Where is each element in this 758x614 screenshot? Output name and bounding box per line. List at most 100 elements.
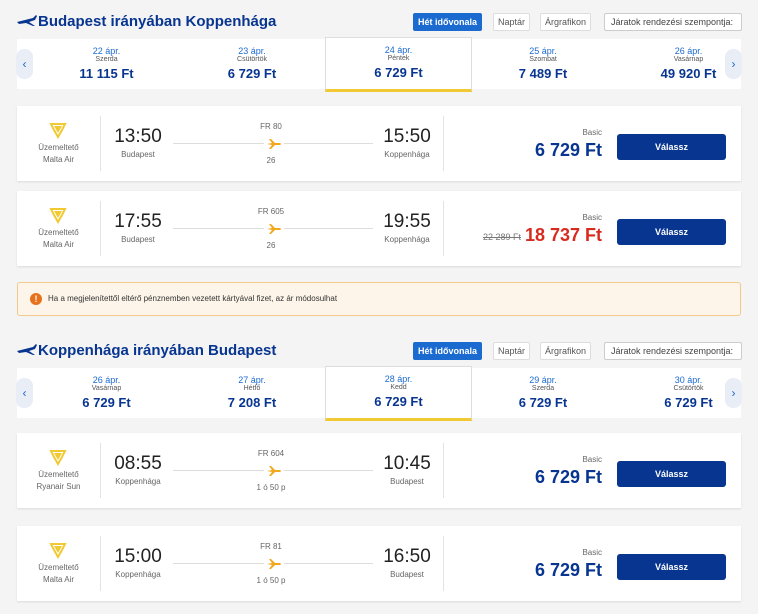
airline-logo	[48, 206, 68, 229]
date-cell[interactable]: 27 ápr. Hétfő 7 208 Ft	[180, 368, 325, 418]
date-date: 26 ápr.	[92, 375, 121, 385]
date-cell[interactable]: 22 ápr. Szerda 11 115 Ft	[34, 39, 179, 89]
date-cell[interactable]: 25 ápr. Szombat 7 489 Ft	[471, 39, 616, 89]
arrival-time: 15:50	[383, 126, 431, 147]
date-date: 27 ápr.	[238, 375, 266, 385]
departure-time: 08:55	[114, 453, 162, 474]
select-button[interactable]: Válassz	[617, 554, 726, 580]
next-arrow[interactable]: ›	[725, 49, 742, 79]
price: 6 729 Ft	[534, 560, 602, 580]
date-cell[interactable]: 24 ápr. Péntek 6 729 Ft	[325, 37, 472, 92]
date-cell[interactable]: 26 ápr. Vasárnap 49 920 Ft	[616, 39, 758, 89]
arrival-city: Budapest	[390, 477, 424, 486]
arrival-city: Budapest	[390, 570, 424, 579]
date-price: 6 729 Ft	[518, 395, 568, 410]
date-price: 6 729 Ft	[374, 394, 423, 409]
date-price: 7 489 Ft	[518, 66, 568, 81]
route-plane	[264, 557, 284, 575]
airline-logo-svg	[49, 208, 67, 225]
operator-name: Ryanair Sun	[36, 482, 81, 491]
operator-name: Malta Air	[42, 240, 75, 249]
route-plane-svg	[267, 139, 281, 149]
view-tab[interactable]: Hét idővonala	[413, 13, 483, 31]
date-price: 6 729 Ft	[374, 65, 423, 80]
date-date: 23 ápr.	[238, 46, 266, 56]
view-tab[interactable]: Árgrafikon	[540, 342, 592, 360]
divider	[100, 116, 101, 171]
route-plane	[264, 464, 284, 482]
price: 6 729 Ft	[534, 467, 602, 487]
next-arrow[interactable]: ›	[725, 378, 742, 408]
date-price: 11 115 Ft	[79, 66, 134, 81]
date-date: 22 ápr.	[92, 46, 121, 56]
airline-logo-svg	[49, 123, 67, 140]
divider	[100, 443, 101, 498]
duration: 26	[266, 241, 276, 250]
operator-name: Malta Air	[42, 155, 75, 164]
section-plane-icon	[15, 12, 39, 35]
date-bar: ‹ › 22 ápr. Szerda 11 115 Ft 23 ápr. Csütörtök…	[16, 37, 742, 92]
select-button[interactable]: Válassz	[617, 461, 726, 487]
view-tab[interactable]: Naptár	[493, 342, 531, 360]
duration: 26	[266, 156, 276, 165]
airline-logo	[48, 448, 68, 471]
view-tab[interactable]: Hét idővonala	[413, 342, 483, 360]
flight-card: Üzemeltető Malta Air 15:00 Koppenhága FR 81 1…	[17, 526, 741, 601]
flight-number: FR 605	[257, 207, 285, 216]
date-cell[interactable]: 26 ápr. Vasárnap 6 729 Ft	[34, 368, 179, 418]
date-date: 24 ápr.	[384, 45, 413, 55]
date-day: Szerda	[95, 56, 118, 63]
select-button[interactable]: Válassz	[617, 134, 726, 160]
flight-number: FR 604	[257, 449, 285, 458]
sort-dropdown[interactable]: Járatok rendezési szempontja:	[604, 13, 742, 31]
arrival-city: Koppenhága	[384, 235, 430, 244]
fare-type: Basic	[582, 548, 602, 557]
date-price: 6 729 Ft	[227, 66, 277, 81]
departure-city: Koppenhága	[115, 477, 161, 486]
route-plane	[264, 137, 284, 155]
date-day: Vasárnap	[673, 56, 704, 63]
duration: 1 ó 50 p	[256, 576, 286, 585]
flight-card: Üzemeltető Malta Air 17:55 Budapest FR 605 26…	[17, 191, 741, 266]
date-day: Kedd	[390, 384, 407, 391]
date-price: 7 208 Ft	[227, 395, 277, 410]
date-cell[interactable]: 29 ápr. Szerda 6 729 Ft	[471, 368, 616, 418]
departure-city: Koppenhága	[115, 570, 161, 579]
date-cell[interactable]: 30 ápr. Csütörtök 6 729 Ft	[616, 368, 758, 418]
flight-number: FR 80	[260, 122, 282, 131]
arrival-time: 19:55	[383, 211, 431, 232]
flight-number: FR 81	[260, 542, 282, 551]
section-title: Koppenhága irányában Budapest	[38, 342, 277, 359]
section-title: Budapest irányában Koppenhága	[38, 13, 277, 30]
section-plane-icon	[15, 341, 39, 364]
price: 18 737 Ft	[524, 225, 602, 245]
flight-card: Üzemeltető Ryanair Sun 08:55 Koppenhága FR 6…	[17, 433, 741, 508]
route-plane-svg	[267, 466, 281, 476]
fare-type: Basic	[582, 455, 602, 464]
currency-notice: ! Ha a megjelenítettől eltérő pénznemben …	[17, 282, 741, 316]
departure-city: Budapest	[121, 150, 155, 159]
select-button[interactable]: Válassz	[617, 219, 726, 245]
date-day: Hétfő	[243, 385, 261, 392]
airline-logo-svg	[49, 543, 67, 560]
old-price: 22 289 Ft	[482, 232, 521, 242]
view-tab[interactable]: Árgrafikon	[540, 13, 592, 31]
prev-arrow[interactable]: ‹	[16, 378, 33, 408]
flight-card: Üzemeltető Malta Air 13:50 Budapest FR 80 26 1…	[17, 106, 741, 181]
date-cell[interactable]: 28 ápr. Kedd 6 729 Ft	[325, 366, 472, 421]
divider	[443, 536, 444, 591]
fare-type: Basic	[582, 213, 602, 222]
section-plane-icon-svg	[17, 344, 37, 355]
operator-name: Malta Air	[42, 575, 75, 584]
divider	[443, 201, 444, 256]
date-date: 29 ápr.	[529, 375, 557, 385]
arrival-time: 10:45	[383, 453, 431, 474]
view-tab[interactable]: Naptár	[493, 13, 531, 31]
departure-city: Budapest	[121, 235, 155, 244]
date-day: Péntek	[387, 55, 410, 62]
sort-dropdown[interactable]: Járatok rendezési szempontja:	[604, 342, 742, 360]
date-date: 26 ápr.	[674, 46, 703, 56]
prev-arrow[interactable]: ‹	[16, 49, 33, 79]
operator-label: Üzemeltető	[38, 228, 79, 237]
date-cell[interactable]: 23 ápr. Csütörtök 6 729 Ft	[180, 39, 325, 89]
